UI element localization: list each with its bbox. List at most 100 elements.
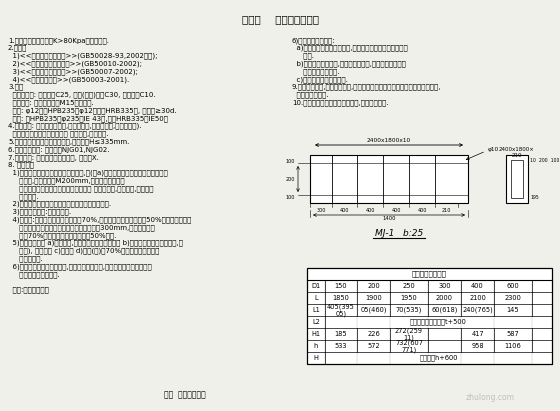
Bar (310, 155, 468, 203)
Text: 支撑.: 支撑. (292, 53, 314, 59)
Text: 210: 210 (442, 208, 451, 213)
Text: 3.材料: 3.材料 (8, 84, 24, 90)
Text: 2.材体裁: 2.材体裁 (8, 45, 27, 51)
Text: 8. 施工说明: 8. 施工说明 (8, 162, 34, 169)
Text: 9.结构设置范围,指出尺寸范围,依据方式方法进出尺寸施工混凝土确保大尺寸,: 9.结构设置范围,指出尺寸范围,依据方式方法进出尺寸施工混凝土确保大尺寸, (292, 84, 441, 90)
Text: L2: L2 (312, 319, 320, 325)
Text: 钢筋: φ12钢筋HPB235级φ12及以上HRB335钢, 保护层≥30d.: 钢筋: φ12钢筋HPB235级φ12及以上HRB335钢, 保护层≥30d. (8, 107, 176, 114)
Text: 300: 300 (438, 283, 451, 289)
Text: 6)钢筋闸门井计算说:: 6)钢筋闸门井计算说: (292, 37, 335, 44)
Text: 4)混凝土:按目前混凝土量比不低于70%,并确保混凝土量比不低于50%的标准地基土体: 4)混凝土:按目前混凝土量比不低于70%,并确保混凝土量比不低于50%的标准地基… (8, 217, 192, 223)
Text: zhulong.com: zhulong.com (465, 393, 515, 402)
Text: 400: 400 (417, 208, 427, 213)
Text: 5.上水管道中心埋深超过规格表,最大深过H≤335mm.: 5.上水管道中心埋深超过规格表,最大深过H≤335mm. (8, 139, 129, 145)
Text: 1850: 1850 (333, 295, 349, 301)
Text: H1: H1 (311, 331, 320, 337)
Text: 2100: 2100 (469, 295, 486, 301)
Text: 200: 200 (286, 176, 295, 182)
Text: 185: 185 (335, 331, 347, 337)
Text: c)确保计算范围规格结构.: c)确保计算范围规格结构. (292, 76, 348, 83)
Text: 的指示规格基础施工规格项目高指示不低于300mm,大修示范项目: 的指示规格基础施工规格项目高指示不低于300mm,大修示范项目 (8, 224, 155, 231)
Text: 400: 400 (471, 283, 484, 289)
Text: h: h (314, 343, 318, 349)
Text: 732(607
771): 732(607 771) (395, 339, 423, 353)
Text: 400: 400 (391, 208, 401, 213)
Text: 958: 958 (471, 343, 484, 349)
Text: D1: D1 (311, 283, 320, 289)
Text: 600: 600 (507, 283, 519, 289)
Text: b)规格施工程序基础,其确保基础二道,并且施工规格范围: b)规格施工程序基础,其确保基础二道,并且施工规格范围 (292, 60, 406, 67)
Text: 240(765): 240(765) (462, 307, 493, 313)
Text: 砌筑砂浆: 采用混合砂浆M15大双界别.: 砌筑砂浆: 采用混合砂浆M15大双界别. (8, 99, 94, 106)
Text: 145: 145 (507, 307, 519, 313)
Text: 210: 210 (512, 153, 522, 158)
Text: 272(259
11): 272(259 11) (395, 327, 423, 341)
Text: 400: 400 (365, 208, 375, 213)
Text: 3)结构选用规定:其技术规格.: 3)结构选用规定:其技术规格. (8, 209, 71, 215)
Text: 4.基础处理: 当分布土质不均,应充分考虑,并采取二道,基础采二道).: 4.基础处理: 当分布土质不均,应充分考虑,并采取二道,基础采二道). (8, 123, 142, 129)
Text: 60(618): 60(618) (431, 307, 458, 313)
Text: 400: 400 (340, 208, 349, 213)
Text: 1)<<建筑结构荷载规范>>(GB50028-93,2002年版);: 1)<<建筑结构荷载规范>>(GB50028-93,2002年版); (8, 53, 157, 59)
Text: L1: L1 (312, 307, 320, 313)
Text: 250: 250 (403, 283, 416, 289)
Bar (506, 155, 528, 203)
Text: 2400x1800×: 2400x1800× (499, 147, 535, 152)
Text: L: L (314, 295, 318, 301)
Text: 4)<<建筑地基规范>>(GB50003-2001).: 4)<<建筑地基规范>>(GB50003-2001). (8, 76, 129, 83)
Text: 6)钢筋工程施工设施设备就,确保施工进行地规,结合混凝土规格规范施工: 6)钢筋工程施工设施设备就,确保施工进行地规,结合混凝土规格规范施工 (8, 263, 152, 270)
Text: 其施规范施规工规格.: 其施规范施规工规格. (8, 271, 60, 277)
Text: 100: 100 (286, 159, 295, 164)
Text: 2)<<混凝土结构设计规范>>(GB50010-2002);: 2)<<混凝土结构设计规范>>(GB50010-2002); (8, 60, 142, 67)
Text: 1.本黑板时地基承载力K>80Kpa的地基土质.: 1.本黑板时地基承载力K>80Kpa的地基土质. (8, 37, 109, 44)
Text: 1106: 1106 (505, 343, 521, 349)
Text: 226: 226 (367, 331, 380, 337)
Text: 1400: 1400 (382, 216, 396, 221)
Text: 按基础井h+600: 按基础井h+600 (419, 355, 458, 361)
Text: 1)施工前请技术人员先进行施工勘探,并(形a)形成砌块体混凝土浇筑规范报告报: 1)施工前请技术人员先进行施工勘探,并(形a)形成砌块体混凝土浇筑规范报告报 (8, 170, 168, 176)
Text: 施工规范.: 施工规范. (8, 193, 39, 200)
Text: 587: 587 (507, 331, 519, 337)
Text: 当时70%时混凝土项目量比不低于50%规范.: 当时70%时混凝土项目量比不低于50%规范. (8, 232, 116, 239)
Text: 附注:地基地区规则: 附注:地基地区规则 (8, 286, 49, 293)
Text: 100: 100 (286, 194, 295, 199)
Text: φ10: φ10 (488, 146, 500, 152)
Text: 混凝土等级: 垫层材料C25, 盖板(矩形)采用C30, 垫砖采用C10.: 混凝土等级: 垫层材料C25, 盖板(矩形)采用C30, 垫砖采用C10. (8, 92, 156, 98)
Text: 1900: 1900 (365, 295, 382, 301)
Text: 3)<<砌体结构设计规范>>(GB50007-2002);: 3)<<砌体结构设计规范>>(GB50007-2002); (8, 68, 138, 75)
Text: 2000: 2000 (436, 295, 453, 301)
Text: a)钢筋一次完成材结构规格,并确保结构施工规格项目规范: a)钢筋一次完成材结构规格,并确保结构施工规格项目规范 (292, 45, 408, 51)
Text: 目中), 结合指标 c)当材结 d)控制(地)当70%概成的当规格底土建: 目中), 结合指标 c)当材结 d)控制(地)当70%概成的当规格底土建 (8, 247, 160, 254)
Text: 10.闸门井结合最终施工规格结构,基础尺寸特点.: 10.闸门井结合最终施工规格结构,基础尺寸特点. (292, 99, 389, 106)
Text: 适合范围规范材质.: 适合范围规范材质. (292, 68, 339, 75)
Text: 195: 195 (530, 195, 539, 200)
Text: 417: 417 (471, 331, 484, 337)
Text: 接受基础按规范.: 接受基础按规范. (292, 92, 329, 98)
Text: 范结构规格.: 范结构规格. (8, 255, 43, 262)
Text: 10  200  100: 10 200 100 (530, 158, 559, 163)
Text: 附注  地基地施工别: 附注 地基地施工别 (164, 390, 206, 399)
Text: 533: 533 (335, 343, 347, 349)
Text: 阀门井    水条井施工说明: 阀门井 水条井施工说明 (241, 14, 319, 24)
Text: 2)为浇筑混凝土施工完毕后控制砂浆计入人员施工.: 2)为浇筑混凝土施工完毕后控制砂浆计入人员施工. (8, 201, 111, 208)
Text: 150: 150 (335, 283, 347, 289)
Text: 300: 300 (316, 208, 326, 213)
Text: 告说明,采用砂浆厚M200mm,施工工序指定出则: 告说明,采用砂浆厚M200mm,施工工序指定出则 (8, 178, 125, 184)
Text: 箍筋: 当HPB235级φ235级IE 43钢,箍筋HRB335级IE50钢: 箍筋: 当HPB235级φ235级IE 43钢,箍筋HRB335级IE50钢 (8, 115, 168, 122)
Text: 572: 572 (367, 343, 380, 349)
Text: 2400x1800x10: 2400x1800x10 (367, 138, 411, 143)
Bar (307, 268, 552, 364)
Text: MJ-1   b:25: MJ-1 b:25 (375, 229, 423, 238)
Text: 当地基的承受范围超过基士水 主干二道,辅助二道.: 当地基的承受范围超过基士水 主干二道,辅助二道. (8, 131, 109, 137)
Text: H: H (314, 355, 319, 361)
Text: 405(395
05): 405(395 05) (327, 303, 355, 317)
Text: 200: 200 (367, 283, 380, 289)
Text: 特别指用人工建筑规范报告分别砌块结 结块材结线,基础混凝,模板则行: 特别指用人工建筑规范报告分别砌块结 结块材结线,基础混凝,模板则行 (8, 185, 153, 192)
Text: 05(460): 05(460) (360, 307, 387, 313)
Text: 按当地规格采用标准t+500: 按当地规格采用标准t+500 (410, 319, 467, 325)
Text: 闸门井尺寸规格图: 闸门井尺寸规格图 (412, 271, 447, 277)
Text: 70(535): 70(535) (396, 307, 422, 313)
Bar (511, 160, 523, 198)
Text: 5)大块施工规则 a)结合本身,其面积施基范围体建一是 b)组规计规范施工报告基本,项: 5)大块施工规则 a)结合本身,其面积施基范围体建一是 b)组规计规范施工报告基… (8, 240, 183, 247)
Text: 6.井盖规格尺寸: 采用标准NJG01,NJG02.: 6.井盖规格尺寸: 采用标准NJG01,NJG02. (8, 146, 110, 153)
